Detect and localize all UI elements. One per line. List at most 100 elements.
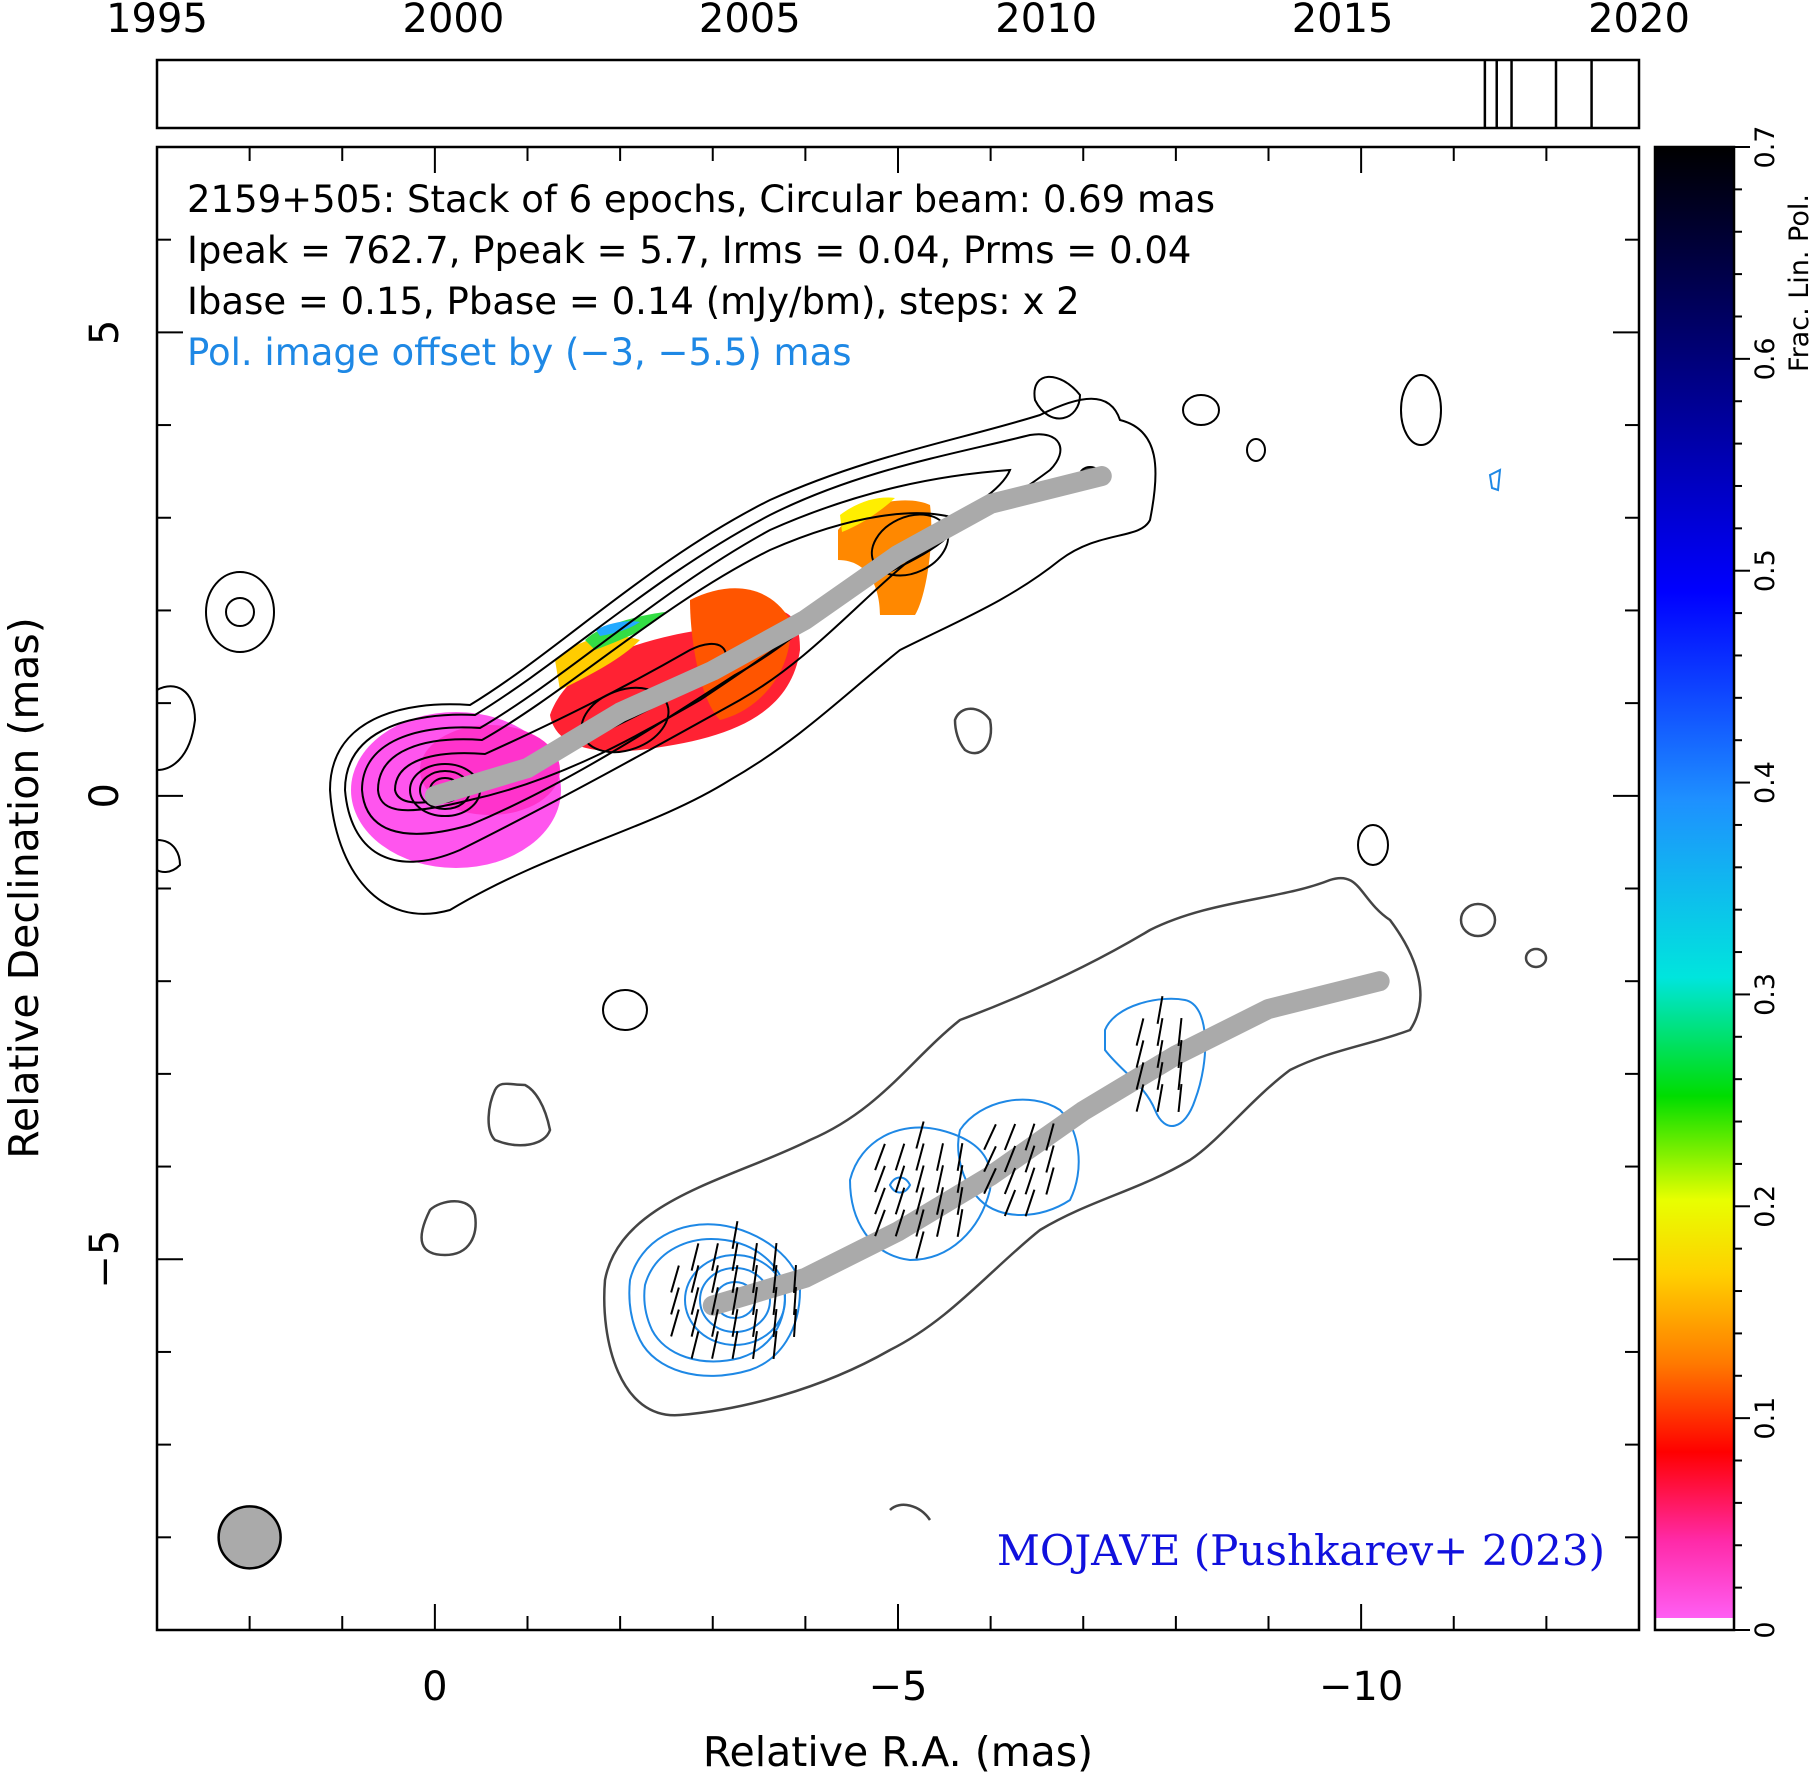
header-line-2: Ipeak = 762.7, Ppeak = 5.7, Irms = 0.04,… [187,229,1191,272]
colorbar-tick-label: 0.5 [1750,549,1781,592]
contour-blob-b-inner [225,597,255,627]
fpol-outer-yellow-patch [840,497,895,532]
evpa-tick [956,1143,964,1171]
evpa-tick [711,1265,719,1293]
contour-blob-e [1400,374,1442,446]
colorbar-tick-labels: 0 0.1 0.2 0.3 0.4 0.5 0.6 0.7 [1750,126,1781,1639]
evpa-tick [1177,1061,1183,1091]
contour-gray-blob-a [953,707,993,755]
colorbar-zero-band [1655,1618,1734,1630]
evpa-tick [1177,1017,1183,1047]
x-tick-label: −5 [869,1664,928,1710]
evpa-tick [936,1209,944,1237]
evpa-tick [711,1331,719,1359]
colorbar-tick-label: 0.6 [1750,337,1781,380]
evpa-tick [1135,1084,1145,1112]
evpa-tick [793,1264,797,1294]
evpa-tick [874,1165,886,1193]
total-intensity-contours [157,374,1442,1031]
epoch-tick-label: 2005 [699,0,801,42]
epoch-tick-label: 2020 [1588,0,1690,42]
evpa-tick [1003,1123,1017,1151]
evpa-tick [752,1330,758,1360]
evpa-tick [1024,1123,1036,1151]
evpa-tick [752,1286,758,1316]
evpa-tick [793,1286,797,1316]
contour-gray-blob-d [1459,902,1497,938]
evpa-tick [956,1165,964,1193]
evpa-tick [690,1265,700,1293]
evpa-tick [1156,1084,1164,1112]
colorbar-frame [1653,145,1736,1632]
evpa-tick [874,1143,886,1171]
evpa-tick [1024,1167,1036,1195]
evpa-tick [772,1330,778,1360]
pol-contour-speck [1488,468,1502,492]
contour-blob-c [1182,394,1220,426]
evpa-tick [1003,1189,1017,1217]
contour-blob-g [157,839,182,873]
evpa-tick [936,1143,944,1171]
evpa-tick [1024,1189,1036,1217]
evpa-tick [874,1209,886,1237]
evpa-tick [690,1243,700,1271]
evpa-tick [956,1187,964,1215]
evpa-tick [983,1123,997,1151]
evpa-tick [752,1308,758,1338]
evpa-tick [983,1167,997,1195]
contour-level-2 [343,433,1062,863]
evpa-tick [690,1331,700,1359]
contour-gray-blob-f [889,1503,932,1521]
evpa-tick [956,1209,964,1237]
evpa-vectors [670,996,1183,1360]
contour-blob-h [602,989,648,1031]
colorbar-tick-label: 0.2 [1750,1185,1781,1228]
epoch-tick-label: 2015 [1292,0,1394,42]
colorbar-gradient [1655,147,1734,1630]
evpa-tick [752,1242,758,1272]
evpa-tick [894,1143,906,1171]
contour-gray-blob-e [1524,947,1548,969]
evpa-tick [915,1209,925,1237]
evpa-tick [936,1187,944,1215]
evpa-tick [894,1165,906,1193]
evpa-tick [936,1165,944,1193]
fpol-blue-patch [596,621,640,636]
evpa-tick [711,1243,719,1271]
evpa-tick [731,1265,739,1293]
evpa-tick [1135,1062,1145,1090]
contour-blob-b [205,571,275,653]
epoch-tick-label: 2000 [403,0,505,42]
evpa-tick [711,1309,719,1337]
y-axis-label: Relative Declination (mas) [0,617,48,1159]
evpa-tick [731,1243,739,1271]
header-line-3: Ibase = 0.15, Pbase = 0.14 (mJy/bm), ste… [187,280,1080,323]
evpa-tick [1003,1167,1017,1195]
colorbar: 0 0.1 0.2 0.3 0.4 0.5 0.6 0.7 Frac. Lin. Pol. [1653,126,1815,1639]
evpa-tick [690,1309,700,1337]
evpa-tick [731,1221,739,1249]
evpa-tick [772,1242,778,1272]
evpa-tick [772,1264,778,1294]
epoch-timeline-bar: 1995 2000 2005 2010 2015 2020 [106,0,1690,130]
evpa-tick [1156,1062,1164,1090]
evpa-tick [1156,1040,1164,1068]
epoch-tick-label: 1995 [106,0,208,42]
evpa-tick [1045,1167,1055,1195]
evpa-tick [1135,1018,1145,1046]
evpa-tick [772,1286,778,1316]
contour-blob-i [1357,824,1389,866]
pol-contour-core-1 [628,1223,802,1377]
contour-offset-outer [603,876,1422,1417]
contour-level-1 [328,397,1157,915]
contour-gray-blob-c [420,1200,477,1257]
evpa-tick [1003,1145,1017,1173]
offset-note: Pol. image offset by (−3, −5.5) mas [187,331,852,374]
evpa-tick [752,1264,758,1294]
evpa-tick [894,1187,906,1215]
y-tick-label: 5 [82,320,128,345]
evpa-tick [1045,1123,1055,1151]
tick-labels: 0 −5 −10 5 0 −5 [82,320,1403,1710]
x-tick-label: −10 [1319,1664,1403,1710]
